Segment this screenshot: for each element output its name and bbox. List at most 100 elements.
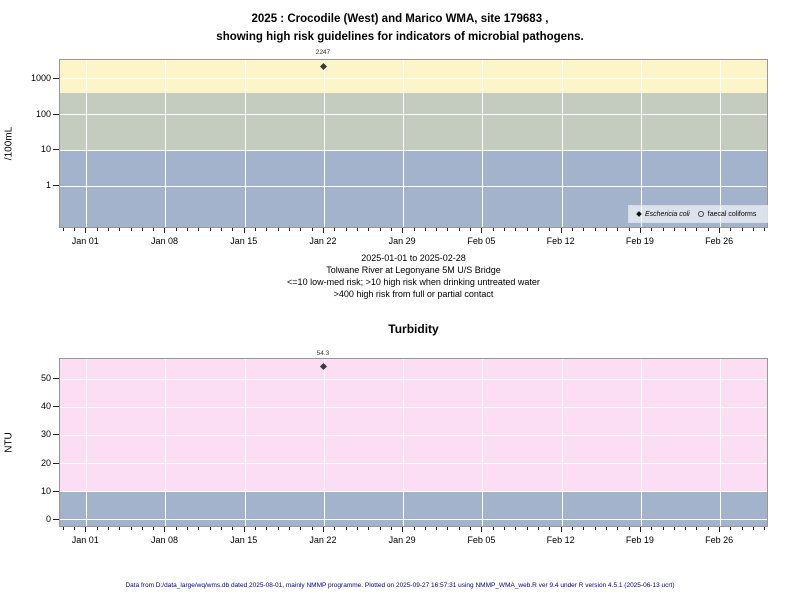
risk-band <box>60 60 767 94</box>
y-tick-label: 10 <box>40 485 51 496</box>
x-axis-tick <box>730 527 732 530</box>
x-axis-tick <box>617 527 619 530</box>
x-axis-tick <box>255 228 257 231</box>
x-axis-tick <box>119 527 121 530</box>
x-axis-tick <box>232 527 234 530</box>
y-tick-label: 1 <box>45 180 51 191</box>
h-gridline <box>60 378 767 380</box>
x-axis-tick <box>62 228 64 231</box>
x-axis-tick <box>96 228 98 231</box>
y-axis-tick <box>53 185 59 187</box>
x-axis-tick <box>322 228 324 233</box>
y-tick-label: 40 <box>40 401 51 412</box>
v-gridline <box>720 359 722 526</box>
x-axis-tick <box>368 527 370 530</box>
x-axis-tick <box>447 527 449 530</box>
x-axis-tick <box>141 527 143 530</box>
x-tick-label: Jan 22 <box>309 236 337 246</box>
x-axis-tick <box>639 228 641 233</box>
footer-provenance-text: Data from D:/data_large/wq/wms.db dated … <box>125 582 675 589</box>
x-axis-tick <box>73 228 75 231</box>
x-axis-tick <box>685 527 687 530</box>
x-axis-tick <box>153 527 155 530</box>
v-gridline <box>561 60 563 227</box>
x-axis-tick <box>311 228 313 231</box>
x-axis-tick <box>209 527 211 530</box>
y-axis-tick <box>53 518 59 520</box>
main-title-line2: showing high risk guidelines for indicat… <box>216 31 584 43</box>
x-axis-tick <box>288 527 290 530</box>
v-gridline <box>165 60 167 227</box>
x-axis-tick <box>164 228 166 233</box>
turbidity-chart-title: Turbidity <box>388 322 439 336</box>
x-axis-tick <box>85 527 87 532</box>
x-axis-tick <box>707 228 709 231</box>
y-tick-label: 10 <box>40 144 51 155</box>
x-axis-tick <box>334 527 336 530</box>
x-tick-label: Jan 08 <box>150 535 178 545</box>
x-axis-tick <box>277 228 279 231</box>
v-gridline <box>561 359 563 526</box>
data-point-label: 2247 <box>315 49 331 57</box>
x-tick-label: Feb 05 <box>467 535 496 545</box>
x-axis-tick <box>526 527 528 530</box>
x-axis-tick <box>673 228 675 231</box>
y-axis-tick <box>53 149 59 151</box>
v-gridline <box>403 359 405 526</box>
y-tick-label: 0 <box>45 513 51 524</box>
x-axis-tick <box>266 228 268 231</box>
x-axis-tick <box>277 527 279 530</box>
x-axis-tick <box>402 527 404 532</box>
x-axis-tick <box>107 228 109 231</box>
x-axis-tick <box>85 228 87 233</box>
x-axis-tick <box>515 228 517 231</box>
x-tick-label: Feb 26 <box>705 535 734 545</box>
x-axis-tick <box>153 228 155 231</box>
v-gridline <box>403 60 405 227</box>
x-axis-tick <box>685 228 687 231</box>
x-axis-tick <box>719 228 721 233</box>
caption-site: Tolwane River at Legonyane 5M U/S Bridge <box>326 265 501 275</box>
x-axis-tick <box>187 527 189 530</box>
x-axis-tick <box>628 228 630 231</box>
v-gridline <box>86 60 88 227</box>
x-axis-tick <box>209 228 211 231</box>
x-axis-tick <box>300 228 302 231</box>
h-gridline <box>60 149 767 151</box>
x-axis-tick <box>662 527 664 530</box>
y-tick-label: 100 <box>35 108 51 119</box>
y-tick-label: 20 <box>40 457 51 468</box>
x-axis-tick <box>651 228 653 231</box>
x-axis-tick <box>447 228 449 231</box>
x-tick-label: Jan 01 <box>71 535 99 545</box>
x-axis-tick <box>515 527 517 530</box>
x-axis-tick <box>141 228 143 231</box>
legend-label-ecoli: Eschericia coli <box>645 210 690 218</box>
x-axis-tick <box>549 228 551 231</box>
h-gridline <box>60 519 767 521</box>
risk-band <box>60 359 767 492</box>
y-axis-tick <box>53 462 59 464</box>
x-axis-tick <box>107 527 109 530</box>
y-tick-label: 30 <box>40 429 51 440</box>
x-axis-tick <box>571 527 573 530</box>
x-tick-label: Feb 12 <box>546 236 575 246</box>
legend: Eschericia coli faecal coliforms <box>628 205 768 223</box>
x-axis-tick <box>368 228 370 231</box>
h-gridline <box>60 406 767 408</box>
v-gridline <box>482 359 484 526</box>
x-axis-tick <box>617 228 619 231</box>
h-gridline <box>60 434 767 436</box>
v-gridline <box>244 359 246 526</box>
x-axis-tick <box>741 228 743 231</box>
x-axis-tick <box>187 228 189 231</box>
x-axis-tick <box>696 228 698 231</box>
x-axis-tick <box>345 527 347 530</box>
x-axis-tick <box>288 228 290 231</box>
x-axis-tick <box>424 228 426 231</box>
x-axis-tick <box>719 527 721 532</box>
x-axis-tick <box>334 228 336 231</box>
x-axis-tick <box>583 228 585 231</box>
x-axis-tick <box>594 228 596 231</box>
x-axis-tick <box>413 527 415 530</box>
